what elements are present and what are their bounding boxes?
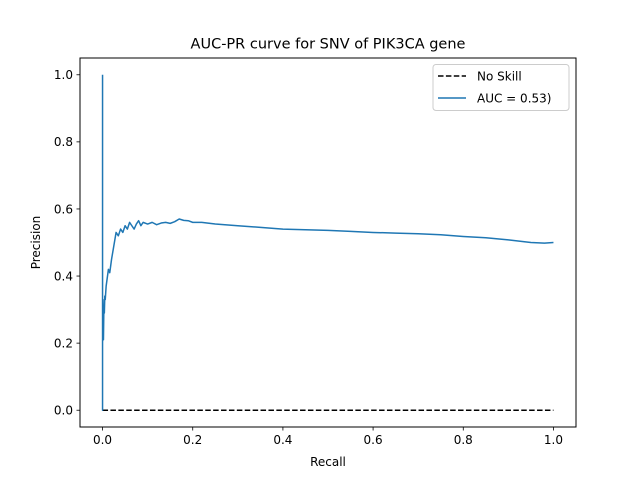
x-axis-label: Recall [310,455,346,469]
y-tick-label: 1.0 [54,68,73,82]
y-axis: 0.0 0.2 0.4 0.6 0.8 1.0 [54,68,80,418]
series-line-auc [101,74,554,411]
legend-box [432,64,570,111]
plot-area [101,74,554,411]
legend: No Skill AUC = 0.53) [432,64,570,111]
x-tick-label: 0.2 [183,433,202,447]
x-tick-label: 0.8 [454,433,473,447]
y-tick-label: 0.0 [54,404,73,418]
y-axis-label: Precision [29,216,43,270]
legend-label-auc: AUC = 0.53) [477,92,551,106]
x-axis: 0.0 0.2 0.4 0.6 0.8 1.0 [93,427,563,447]
y-tick-label: 0.4 [54,269,73,283]
x-tick-label: 1.0 [544,433,563,447]
x-tick-label: 0.6 [364,433,383,447]
y-tick-label: 0.8 [54,135,73,149]
y-tick-label: 0.2 [54,336,73,350]
x-tick-label: 0.0 [93,433,112,447]
legend-label-no-skill: No Skill [477,70,522,84]
y-tick-label: 0.6 [54,202,73,216]
x-tick-label: 0.4 [273,433,292,447]
plot-frame [79,57,577,428]
chart-title: AUC-PR curve for SNV of PIK3CA gene [191,37,466,53]
